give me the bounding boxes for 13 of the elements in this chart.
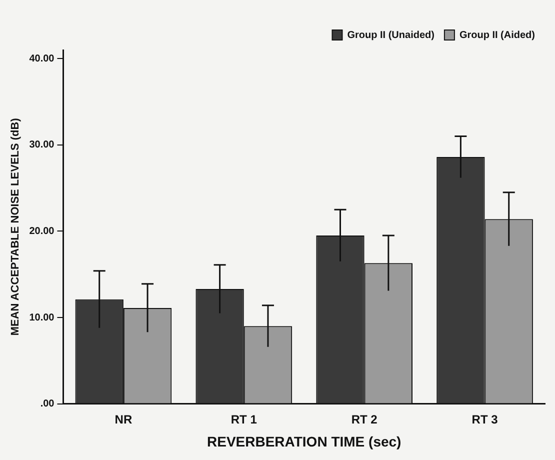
legend-label: Group II (Aided)	[459, 30, 535, 41]
x-tick-label: NR	[114, 412, 132, 426]
y-tick-label: 40.00	[29, 53, 55, 64]
x-tick-label: RT 1	[230, 412, 258, 426]
y-tick-label: .00	[40, 398, 55, 410]
y-tick-label: 30.00	[29, 140, 55, 151]
y-tick-label: 10.00	[29, 312, 55, 324]
x-axis-title: REVERBERATION TIME (sec)	[207, 433, 402, 450]
x-tick-label: RT 3	[472, 412, 498, 426]
legend-label: Group II (Unaided)	[347, 30, 434, 41]
y-tick-label: 20.00	[29, 226, 55, 237]
y-axis-title: MEAN ACCEPTABLE NOISE LEVELS (dB)	[10, 118, 22, 336]
x-tick-label: RT 2	[351, 412, 378, 426]
